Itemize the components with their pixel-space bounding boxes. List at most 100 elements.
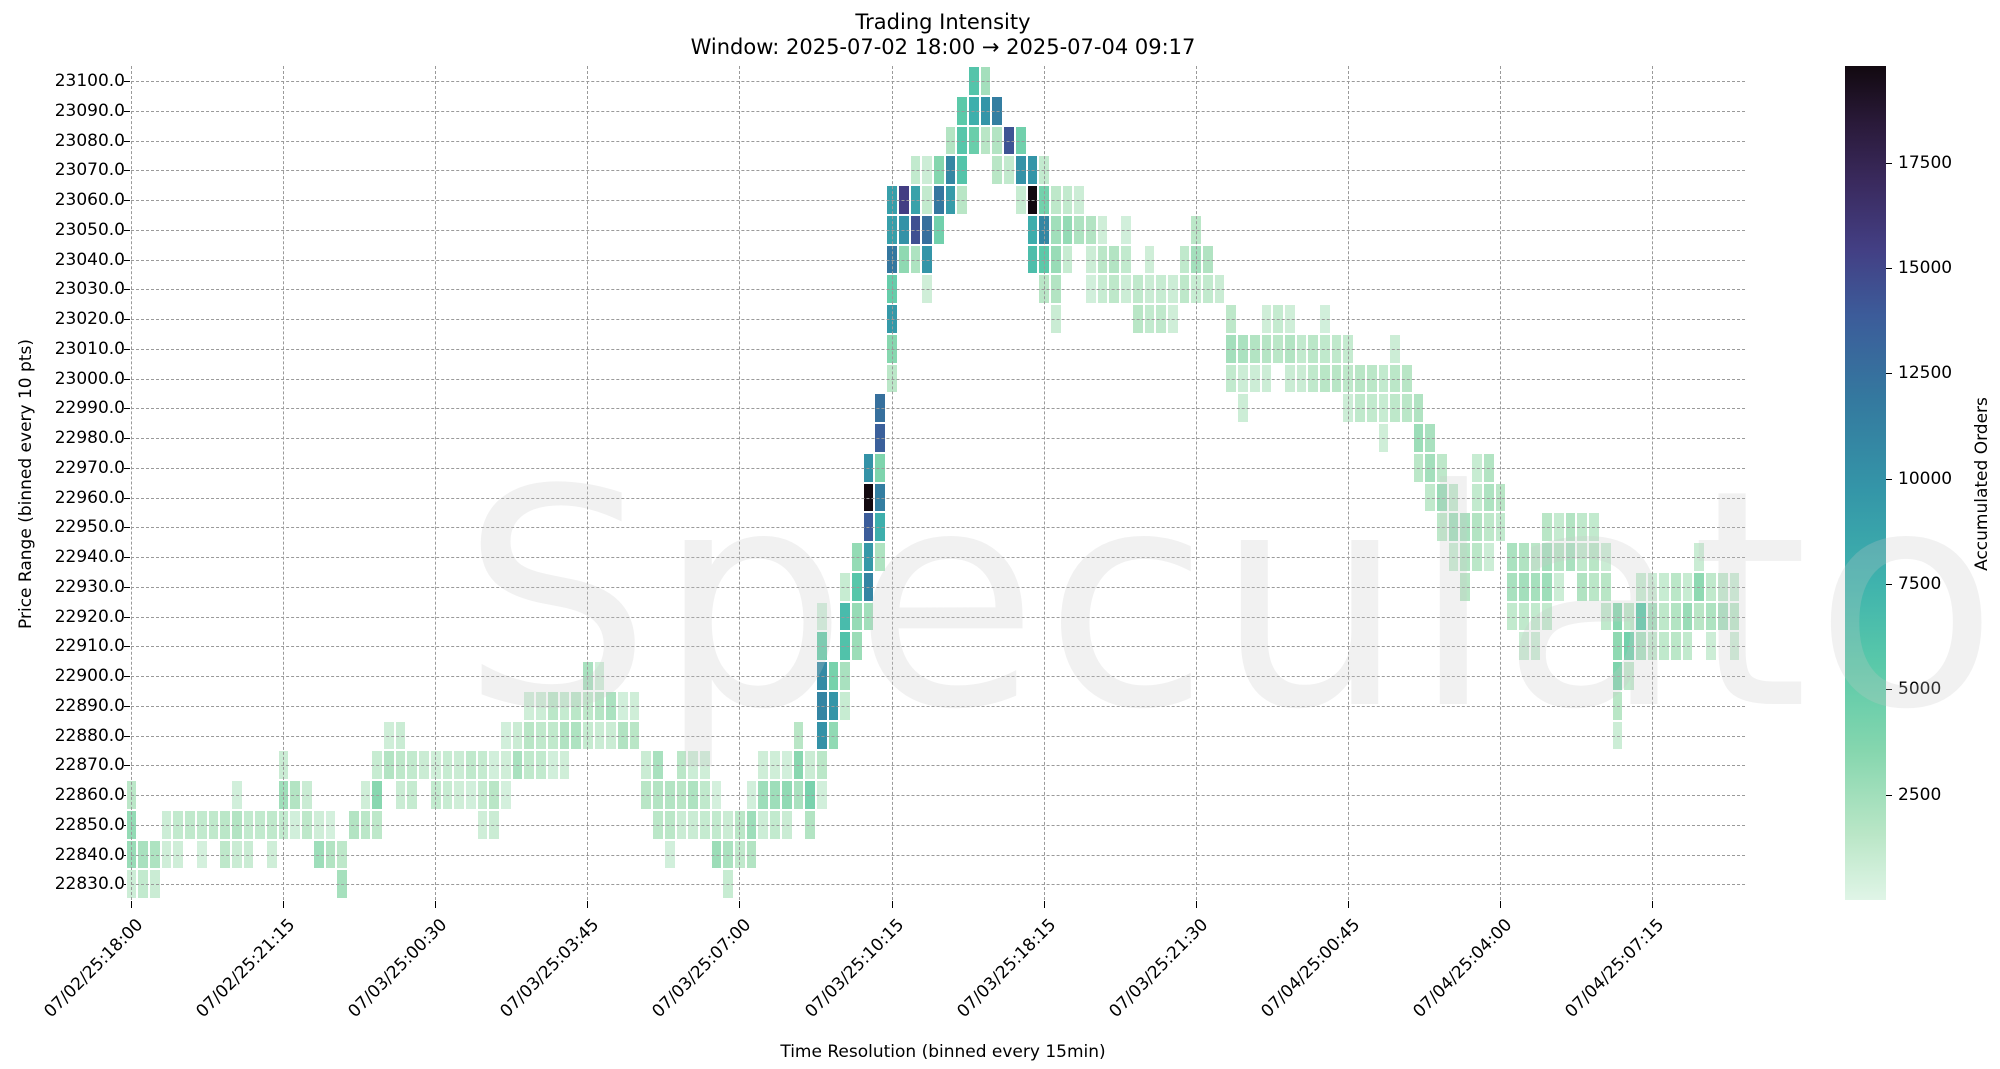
gridline-horizontal [131,319,1745,320]
x-tick-mark [435,901,437,908]
colorbar-tick-mark [1886,584,1892,586]
gridline-horizontal [131,200,1745,201]
y-tick-mark [124,646,130,648]
x-tick-label: 07/03/25:10:15 [800,915,908,1022]
y-tick-label: 22860.0 [54,785,125,805]
y-tick-mark [124,289,130,291]
gridline-horizontal [131,229,1745,231]
x-tick-mark [587,901,589,908]
y-tick-mark [124,765,130,767]
gridline-horizontal [131,735,1745,737]
colorbar-tick-mark [1886,162,1892,164]
y-tick-label: 23070.0 [54,160,125,181]
y-tick-mark [124,229,130,231]
heatmap-plot-area: Speculator [125,66,2000,900]
gridline-vertical [1652,66,1653,900]
gridline-horizontal [131,81,1745,82]
colorbar-tick-mark [1886,373,1892,375]
y-tick-label: 23040.0 [54,249,125,270]
gridline-vertical [283,66,285,900]
y-tick-label: 22920.0 [54,606,125,627]
y-tick-label: 22890.0 [54,695,125,716]
colorbar-tick-label: 15000 [1898,258,1953,279]
x-tick-mark [1652,901,1653,908]
y-tick-label: 22940.0 [54,547,125,567]
x-tick-mark [1043,901,1045,908]
x-tick-label: 07/03/25:07:00 [648,915,756,1022]
x-tick-label: 07/03/25:18:15 [952,915,1060,1022]
gridline-horizontal [131,170,1745,172]
gridline-vertical [587,66,589,900]
x-tick-label: 07/02/25:18:00 [40,915,148,1022]
x-tick-label: 07/03/25:21:30 [1105,915,1212,1022]
gridline-horizontal [131,438,1745,439]
gridline-horizontal [131,140,1745,142]
y-tick-label: 23050.0 [54,219,125,240]
y-tick-mark [124,735,130,737]
y-tick-label: 23010.0 [54,338,125,359]
colorbar-tick-mark [1886,268,1892,270]
gridline-horizontal [131,646,1745,648]
y-tick-label: 22850.0 [54,814,125,835]
y-tick-label: 22840.0 [54,844,125,865]
y-tick-label: 22980.0 [54,428,125,448]
gridline-horizontal [131,467,1745,469]
y-tick-label: 22950.0 [54,517,125,538]
gridline-horizontal [131,884,1745,886]
y-tick-mark [124,81,130,82]
y-tick-label: 23080.0 [54,130,125,151]
colorbar-tick-label: 10000 [1898,468,1953,489]
x-tick-mark [1347,901,1349,908]
y-tick-mark [124,319,130,320]
x-tick-label: 07/03/25:00:30 [344,915,452,1022]
gridline-vertical [1195,66,1197,900]
y-tick-label: 23020.0 [54,309,125,329]
colorbar-tick-mark [1886,478,1892,480]
x-tick-mark [131,901,132,908]
x-tick-label: 07/04/25:04:00 [1409,915,1517,1022]
y-tick-mark [124,170,130,172]
x-tick-label: 07/03/25:03:45 [496,915,604,1022]
y-tick-label: 23090.0 [54,100,125,121]
y-tick-mark [124,348,130,350]
x-tick-mark [739,901,741,908]
gridline-horizontal [131,795,1745,796]
gridline-horizontal [131,676,1745,677]
y-tick-mark [124,378,130,380]
y-tick-label: 22930.0 [54,576,125,597]
x-tick-mark [283,901,285,908]
y-tick-mark [124,705,130,707]
gridline-horizontal [131,616,1745,618]
y-tick-label: 23100.0 [54,71,125,91]
gridline-horizontal [131,586,1745,588]
gridline-vertical [1499,66,1501,900]
y-tick-mark [124,616,130,618]
gridline-horizontal [131,110,1745,112]
y-axis-label: Price Range (binned every 10 pts) [16,339,36,629]
y-tick-mark [124,527,130,529]
gridline-horizontal [131,408,1745,410]
y-tick-mark [124,438,130,439]
chart-subtitle: Window: 2025-07-02 18:00 → 2025-07-04 09… [690,35,1196,59]
colorbar-tick-label: 12500 [1898,363,1953,384]
y-tick-mark [124,200,130,201]
y-tick-mark [124,110,130,112]
y-tick-label: 22990.0 [54,398,125,419]
y-tick-label: 22880.0 [54,725,125,746]
y-tick-mark [124,259,130,261]
watermark: Speculator [461,426,2000,775]
gridline-horizontal [131,527,1745,529]
x-tick-label: 07/02/25:21:15 [192,915,300,1022]
gridline-horizontal [131,378,1745,380]
colorbar-tick-mark [1886,689,1892,691]
x-tick-label: 07/04/25:00:45 [1257,915,1365,1022]
x-tick-mark [1499,901,1501,908]
y-tick-label: 23060.0 [54,190,125,210]
gridline-horizontal [131,765,1745,767]
gridline-horizontal [131,557,1745,558]
gridline-horizontal [131,854,1745,856]
gridline-vertical [891,66,893,900]
y-tick-label: 22960.0 [54,487,125,508]
colorbar-tick-mark [1886,794,1892,796]
gridline-horizontal [131,497,1745,499]
